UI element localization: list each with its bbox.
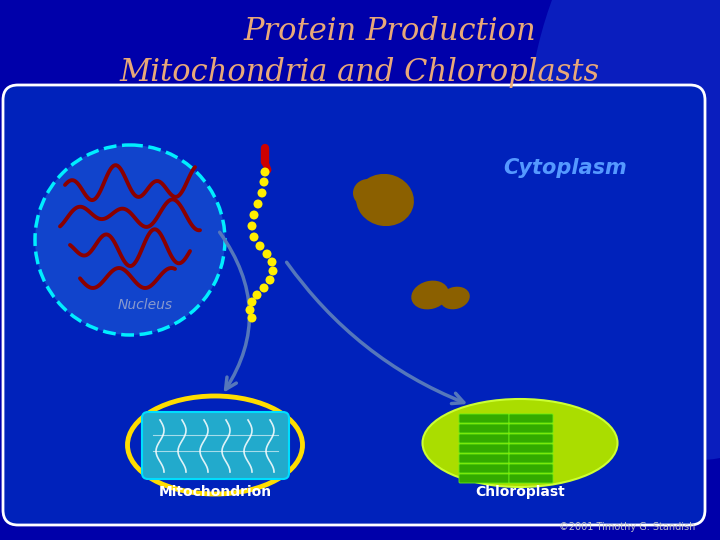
Text: Chloroplast: Chloroplast	[475, 485, 565, 499]
Ellipse shape	[263, 249, 271, 259]
Ellipse shape	[356, 174, 414, 226]
Text: Nucleus: Nucleus	[117, 298, 173, 312]
Ellipse shape	[250, 233, 258, 241]
Ellipse shape	[411, 281, 449, 309]
Ellipse shape	[353, 179, 383, 207]
Ellipse shape	[266, 275, 274, 285]
FancyBboxPatch shape	[459, 414, 509, 423]
FancyBboxPatch shape	[459, 474, 509, 483]
Ellipse shape	[35, 145, 225, 335]
FancyBboxPatch shape	[459, 464, 509, 473]
Ellipse shape	[258, 188, 266, 198]
FancyBboxPatch shape	[459, 454, 509, 463]
Ellipse shape	[525, 0, 720, 460]
Ellipse shape	[259, 284, 269, 293]
Text: Mitochondria and Chloroplasts: Mitochondria and Chloroplasts	[120, 57, 600, 87]
Ellipse shape	[253, 291, 261, 300]
Text: Mitochondrion: Mitochondrion	[158, 485, 271, 499]
Text: Cytoplasm: Cytoplasm	[503, 158, 627, 178]
Ellipse shape	[256, 241, 264, 251]
FancyBboxPatch shape	[3, 85, 705, 525]
Ellipse shape	[268, 258, 276, 267]
FancyBboxPatch shape	[509, 434, 553, 443]
FancyBboxPatch shape	[509, 464, 553, 473]
Ellipse shape	[440, 287, 469, 309]
FancyBboxPatch shape	[509, 454, 553, 463]
Ellipse shape	[248, 314, 256, 322]
FancyBboxPatch shape	[509, 414, 553, 423]
Text: ©2001 Timothy G. Standish: ©2001 Timothy G. Standish	[559, 522, 695, 532]
Ellipse shape	[259, 178, 269, 186]
Ellipse shape	[261, 167, 269, 177]
FancyBboxPatch shape	[142, 412, 289, 479]
Ellipse shape	[423, 399, 618, 487]
Ellipse shape	[248, 298, 256, 307]
FancyBboxPatch shape	[509, 474, 553, 483]
FancyBboxPatch shape	[459, 434, 509, 443]
FancyBboxPatch shape	[509, 424, 553, 433]
Ellipse shape	[253, 199, 263, 208]
Text: Protein Production: Protein Production	[243, 17, 536, 48]
Ellipse shape	[250, 211, 258, 219]
Ellipse shape	[246, 306, 254, 314]
FancyBboxPatch shape	[509, 444, 553, 453]
FancyBboxPatch shape	[459, 444, 509, 453]
Ellipse shape	[269, 267, 277, 275]
FancyBboxPatch shape	[459, 424, 509, 433]
Ellipse shape	[248, 221, 256, 231]
